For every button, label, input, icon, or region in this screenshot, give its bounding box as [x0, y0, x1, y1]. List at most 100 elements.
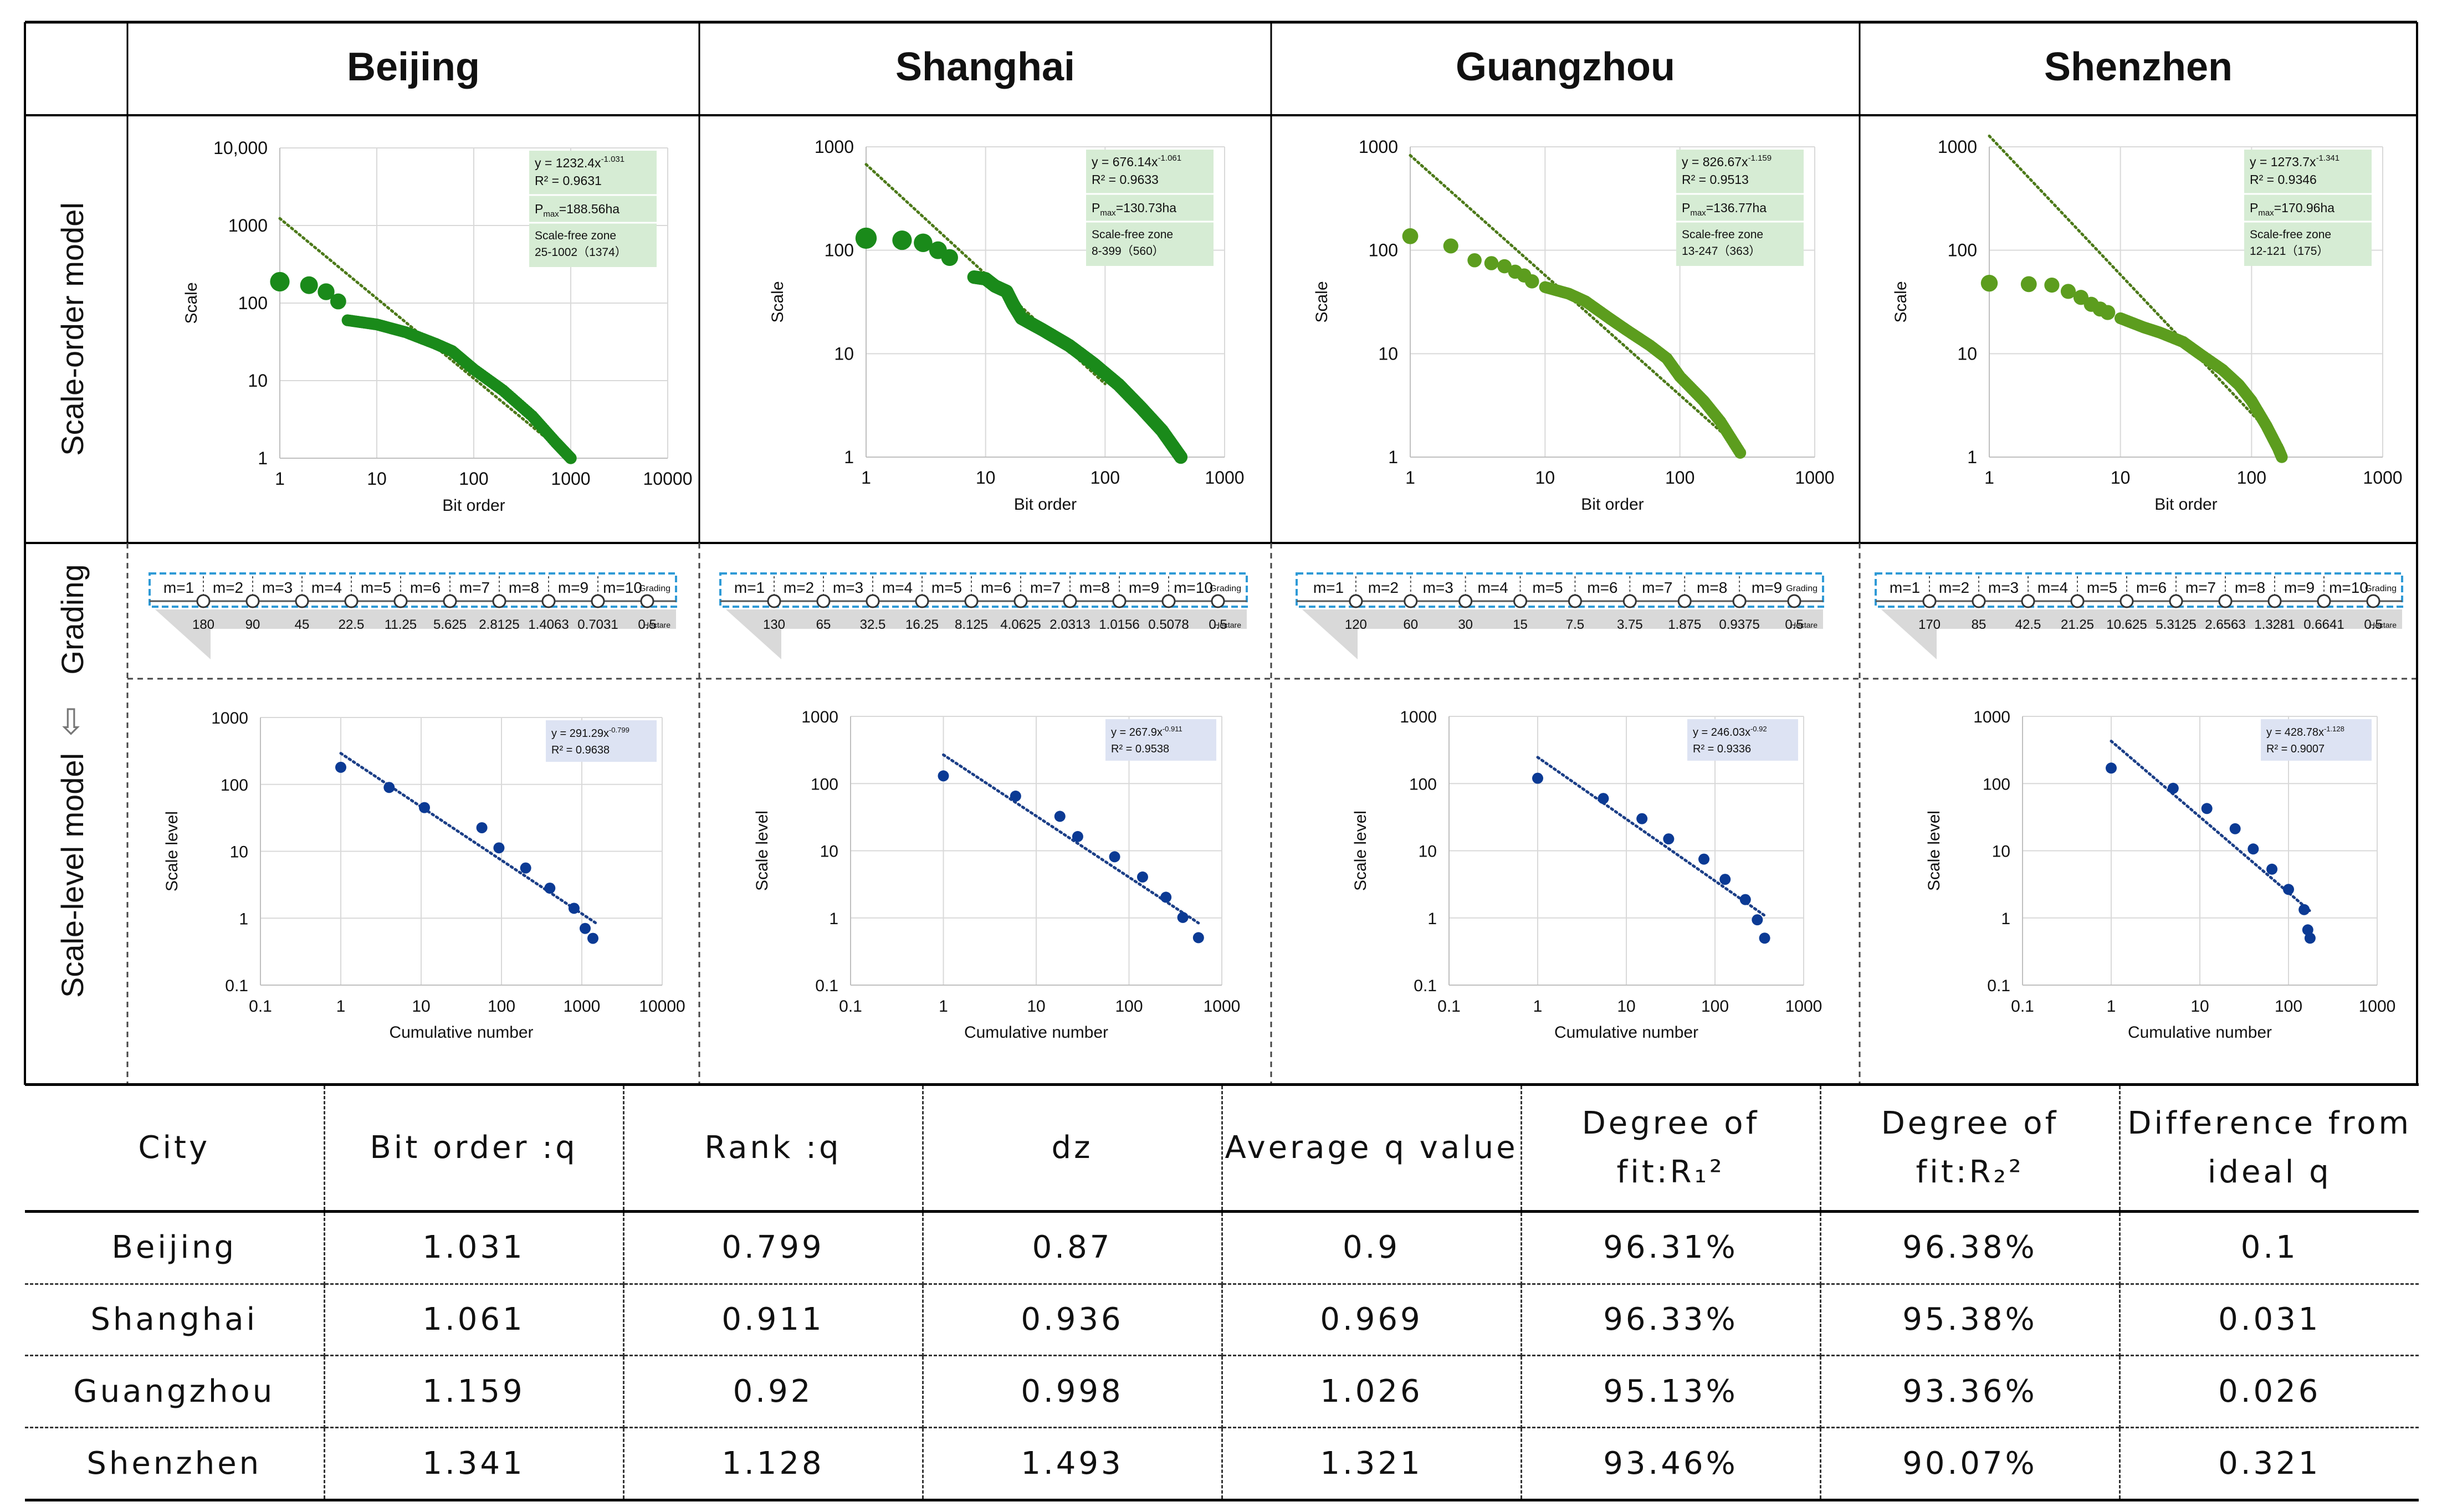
x-tick-label: 0.1 — [839, 997, 862, 1016]
grading-level-label: m=1 — [1313, 579, 1344, 596]
cell-average-q: 0.9 — [1221, 1211, 1521, 1284]
x-axis-label: Cumulative number — [389, 1023, 533, 1042]
data-point — [855, 227, 877, 249]
grading-level-label: m=8 — [1079, 579, 1110, 596]
grading-threshold-value: 42.5 — [2015, 617, 2041, 632]
grading-level-label: m=8 — [1697, 579, 1727, 596]
cell-city: Guangzhou — [25, 1355, 324, 1428]
y-tick-label: 1000 — [815, 137, 854, 157]
x-tick-label: 10 — [1617, 997, 1635, 1016]
x-tick-label: 10 — [1535, 468, 1555, 488]
y-tick-label: 1000 — [211, 709, 248, 727]
grading-node — [393, 594, 408, 608]
y-axis-label: Scale level — [1351, 811, 1370, 891]
grading-node — [1458, 594, 1473, 608]
data-point — [2248, 843, 2259, 855]
legend-box — [1676, 150, 1804, 266]
header-fit-r2: Degree of fit:R₂² — [1819, 1084, 2120, 1213]
data-point — [1402, 228, 1419, 244]
cell-fit-r2: 96.38% — [1819, 1211, 2120, 1284]
grading-level-label: m=5 — [361, 579, 391, 596]
x-tick-label: 100 — [1665, 468, 1694, 488]
grading-threshold-value: 30 — [1458, 617, 1473, 632]
grading-unit-tag: Hectare — [643, 621, 670, 629]
grading-level-label: m=2 — [784, 579, 814, 596]
grading-node — [2267, 594, 2282, 608]
x-tick-label: 1000 — [1205, 468, 1244, 488]
y-axis-label: Scale level — [753, 811, 771, 891]
y-axis-label: Scale level — [163, 811, 181, 891]
y-tick-label: 0.1 — [1414, 977, 1437, 995]
table-header-row: City Bit order :q Rank :q dz Average q v… — [25, 1084, 2419, 1213]
header-dz: dz — [921, 1084, 1222, 1213]
cell-average-q: 1.321 — [1221, 1427, 1521, 1501]
legend-zone-title: Scale-free zone — [1682, 228, 1763, 241]
grading-level-label: m=6 — [1587, 579, 1617, 596]
grading-threshold-value: 5.625 — [433, 617, 467, 632]
x-tick-label: 1 — [1405, 468, 1415, 488]
grading-node — [866, 594, 880, 608]
x-tick-label: 10 — [976, 468, 996, 488]
legend-equation: y = 1232.4x-1.031 — [535, 155, 624, 170]
x-tick-label: 1000 — [1795, 468, 1834, 488]
legend-r-squared: R² = 0.9633 — [1092, 172, 1159, 187]
data-point — [1698, 853, 1710, 865]
legend-pmax: Pmax=188.56ha — [535, 202, 620, 219]
grading-unit-tag: Hectare — [1214, 621, 1241, 629]
x-tick-label: 100 — [1115, 997, 1143, 1016]
data-point — [938, 770, 949, 782]
data-point — [1443, 238, 1458, 254]
grading-level-label: m=9 — [1129, 579, 1159, 596]
x-axis-label: Bit order — [1581, 495, 1644, 514]
legend-pmax-value: =188.56ha — [559, 202, 620, 216]
x-tick-label: 100 — [2237, 468, 2266, 488]
y-tick-label: 0.1 — [225, 977, 248, 995]
y-tick-label: 100 — [238, 293, 268, 313]
data-point — [587, 932, 599, 944]
cell-dz: 0.998 — [921, 1355, 1222, 1428]
legend-equation: y = 676.14x-1.061 — [1092, 153, 1181, 169]
y-tick-label: 1 — [239, 910, 248, 928]
grading-node — [915, 594, 929, 608]
grading-threshold-value: 0.7031 — [577, 617, 618, 632]
grading-unit-tag: Hectare — [2369, 621, 2397, 629]
grading-threshold-value: 180 — [192, 617, 214, 632]
grading-node — [2070, 594, 2085, 608]
legend-zone-range: 13-247（363） — [1682, 245, 1760, 258]
grading-threshold-value: 4.0625 — [1000, 617, 1041, 632]
data-point — [1054, 811, 1066, 822]
cell-city: Beijing — [111, 1229, 237, 1266]
scale-level-chart-guangzhou: 0.1 1 10 100 1000 0.1 1 10 100 1000 Cumulative num… — [1351, 708, 1822, 1042]
grading-node — [591, 594, 605, 608]
legend-zone-range: 8-399（560） — [1092, 245, 1164, 258]
legend-box — [2261, 719, 2372, 761]
data-point — [565, 452, 577, 464]
grading-threshold-value: 16.25 — [905, 617, 939, 632]
grading-strip-beijing: m=1 m=2 m=3 m=4 m=5 m=6 m=7 m=8 m=9 m=10 180 90 45 22… — [149, 572, 677, 659]
x-tick-label: 10000 — [639, 997, 685, 1016]
y-tick-label: 1 — [258, 448, 268, 468]
y-tick-label: 10 — [1992, 843, 2010, 861]
cell-dz: 0.87 — [921, 1211, 1222, 1284]
grading-level-label: m=7 — [2185, 579, 2216, 596]
y-axis-label: Scale — [1892, 281, 1910, 322]
cell-difference: 0.026 — [2118, 1355, 2419, 1428]
grading-tag: Grading — [1786, 584, 1818, 593]
grading-node — [541, 594, 556, 608]
grading-node — [1112, 594, 1127, 608]
grading-node — [2169, 594, 2183, 608]
y-tick-label: 100 — [1983, 775, 2010, 793]
grading-threshold-value: 11.25 — [385, 617, 417, 632]
legend-pmax-subscript: max — [2258, 208, 2274, 218]
data-point — [330, 293, 346, 310]
grading-level-label: m=2 — [213, 579, 243, 596]
x-tick-label: 100 — [1701, 997, 1729, 1016]
row-label-grading: Grading — [55, 564, 90, 674]
cell-fit-r2: 90.07% — [1819, 1427, 2120, 1501]
y-axis-label: Scale — [769, 281, 787, 322]
grading-node — [2021, 594, 2035, 608]
city-header: Beijing — [347, 45, 480, 89]
data-point — [941, 249, 958, 266]
grading-node — [1161, 594, 1176, 608]
y-tick-label: 10 — [834, 344, 854, 363]
